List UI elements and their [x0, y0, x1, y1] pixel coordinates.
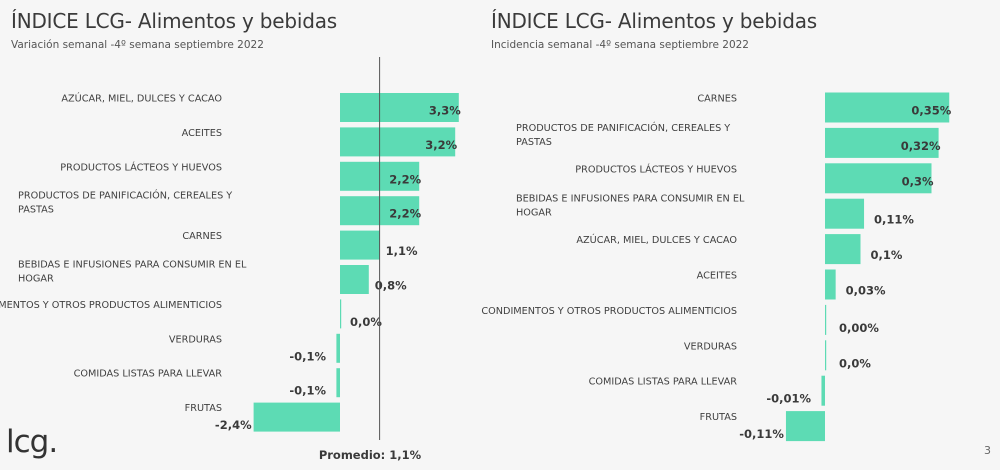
value-label-variacion-0: 3,3%: [429, 104, 461, 118]
category-label-incidencia-8: COMIDAS LISTAS PARA LLEVAR: [589, 377, 738, 388]
bar-variacion-4: [340, 230, 380, 260]
value-label-incidencia-7: 0,0%: [839, 356, 871, 370]
value-label-variacion-4: 1,1%: [386, 244, 418, 258]
value-label-incidencia-5: 0,03%: [846, 284, 886, 298]
category-label-incidencia-1: PRODUCTOS DE PANIFICACIÓN, CEREALES Y: [516, 121, 730, 134]
value-label-variacion-2: 2,2%: [389, 172, 421, 186]
category-label-variacion-9: FRUTAS: [185, 403, 222, 414]
bar-variacion-1: [340, 127, 456, 157]
category-label-variacion-0: AZÚCAR, MIEL, DULCES Y CACAO: [61, 92, 222, 105]
value-label-incidencia-4: 0,1%: [871, 248, 903, 262]
value-label-variacion-8: -0,1%: [289, 384, 326, 398]
bar-incidencia-4: [825, 234, 861, 265]
page-number: 3: [984, 444, 991, 457]
value-label-variacion-7: -0,1%: [289, 349, 326, 363]
category-label-incidencia-5: ACEITES: [697, 271, 737, 282]
value-label-incidencia-8: -0,01%: [766, 392, 811, 406]
category-label-incidencia-3-line2: HOGAR: [516, 208, 552, 219]
category-label-incidencia-1-line2: PASTAS: [516, 137, 552, 148]
category-label-variacion-4: CARNES: [182, 231, 222, 242]
chart-variacion-semanal: 3,3% AZÚCAR, MIEL, DULCES Y CACAO 3,2% ACEI…: [0, 57, 461, 462]
bar-incidencia-0: [825, 92, 950, 123]
chart-subtitle-incidencia: Incidencia semanal -4º semana septiembre…: [491, 39, 749, 51]
category-label-variacion-3-line2: PASTAS: [18, 205, 54, 216]
value-label-variacion-9: -2,4%: [215, 418, 252, 432]
category-label-variacion-7: VERDURAS: [169, 334, 222, 345]
bar-incidencia-5: [825, 269, 836, 300]
category-label-incidencia-6: CONDIMENTOS Y OTROS PRODUCTOS ALIMENTICI…: [481, 306, 737, 317]
bar-incidencia-7: [825, 340, 827, 371]
category-label-variacion-1: ACEITES: [182, 128, 222, 139]
category-label-incidencia-9: FRUTAS: [700, 412, 737, 423]
category-label-variacion-8: COMIDAS LISTAS PARA LLEVAR: [74, 369, 223, 380]
category-label-incidencia-7: VERDURAS: [684, 341, 737, 352]
category-label-incidencia-0: CARNES: [697, 94, 737, 105]
bar-incidencia-8: [821, 375, 825, 406]
value-label-incidencia-2: 0,3%: [902, 174, 934, 188]
chart-title-incidencia: ÍNDICE LCG- Alimentos y bebidas: [491, 9, 818, 33]
average-label: Promedio: 1,1%: [319, 448, 422, 462]
category-label-variacion-2: PRODUCTOS LÁCTEOS Y HUEVOS: [60, 160, 222, 173]
category-label-incidencia-4: AZÚCAR, MIEL, DULCES Y CACAO: [576, 233, 737, 246]
chart-subtitle-variacion: Variación semanal -4º semana septiembre …: [11, 39, 264, 51]
value-label-incidencia-3: 0,11%: [874, 213, 914, 227]
bar-variacion-9: [253, 402, 340, 432]
lcg-logo: lcg.: [6, 424, 58, 460]
value-label-incidencia-9: -0,11%: [739, 427, 784, 441]
bar-variacion-6: [340, 299, 342, 329]
value-label-variacion-6: 0,0%: [350, 315, 382, 329]
bar-incidencia-1: [825, 127, 939, 158]
bar-variacion-8: [336, 368, 340, 398]
category-label-variacion-3: PRODUCTOS DE PANIFICACIÓN, CEREALES Y: [18, 189, 232, 202]
value-label-variacion-3: 2,2%: [389, 207, 421, 221]
bar-variacion-7: [336, 333, 340, 363]
bar-incidencia-3: [825, 198, 865, 229]
category-label-variacion-5: BEBIDAS E INFUSIONES PARA CONSUMIR EN EL: [18, 260, 247, 271]
bar-incidencia-2: [825, 163, 932, 194]
value-label-incidencia-0: 0,35%: [911, 104, 951, 118]
category-label-incidencia-2: PRODUCTOS LÁCTEOS Y HUEVOS: [575, 162, 737, 175]
bar-variacion-5: [340, 265, 369, 294]
value-label-variacion-1: 3,2%: [425, 138, 457, 152]
value-label-variacion-5: 0,8%: [375, 279, 407, 293]
chart-title-variacion: ÍNDICE LCG- Alimentos y bebidas: [11, 9, 338, 33]
value-label-incidencia-6: 0,00%: [839, 321, 879, 335]
category-label-variacion-6: CONDIMENTOS Y OTROS PRODUCTOS ALIMENTICI…: [0, 300, 222, 311]
bar-incidencia-9: [785, 411, 825, 442]
bar-incidencia-6: [825, 304, 827, 335]
value-label-incidencia-1: 0,32%: [901, 139, 941, 153]
bar-variacion-0: [340, 93, 459, 122]
category-label-variacion-5-line2: HOGAR: [18, 274, 54, 285]
category-label-incidencia-3: BEBIDAS E INFUSIONES PARA CONSUMIR EN EL: [516, 194, 745, 205]
